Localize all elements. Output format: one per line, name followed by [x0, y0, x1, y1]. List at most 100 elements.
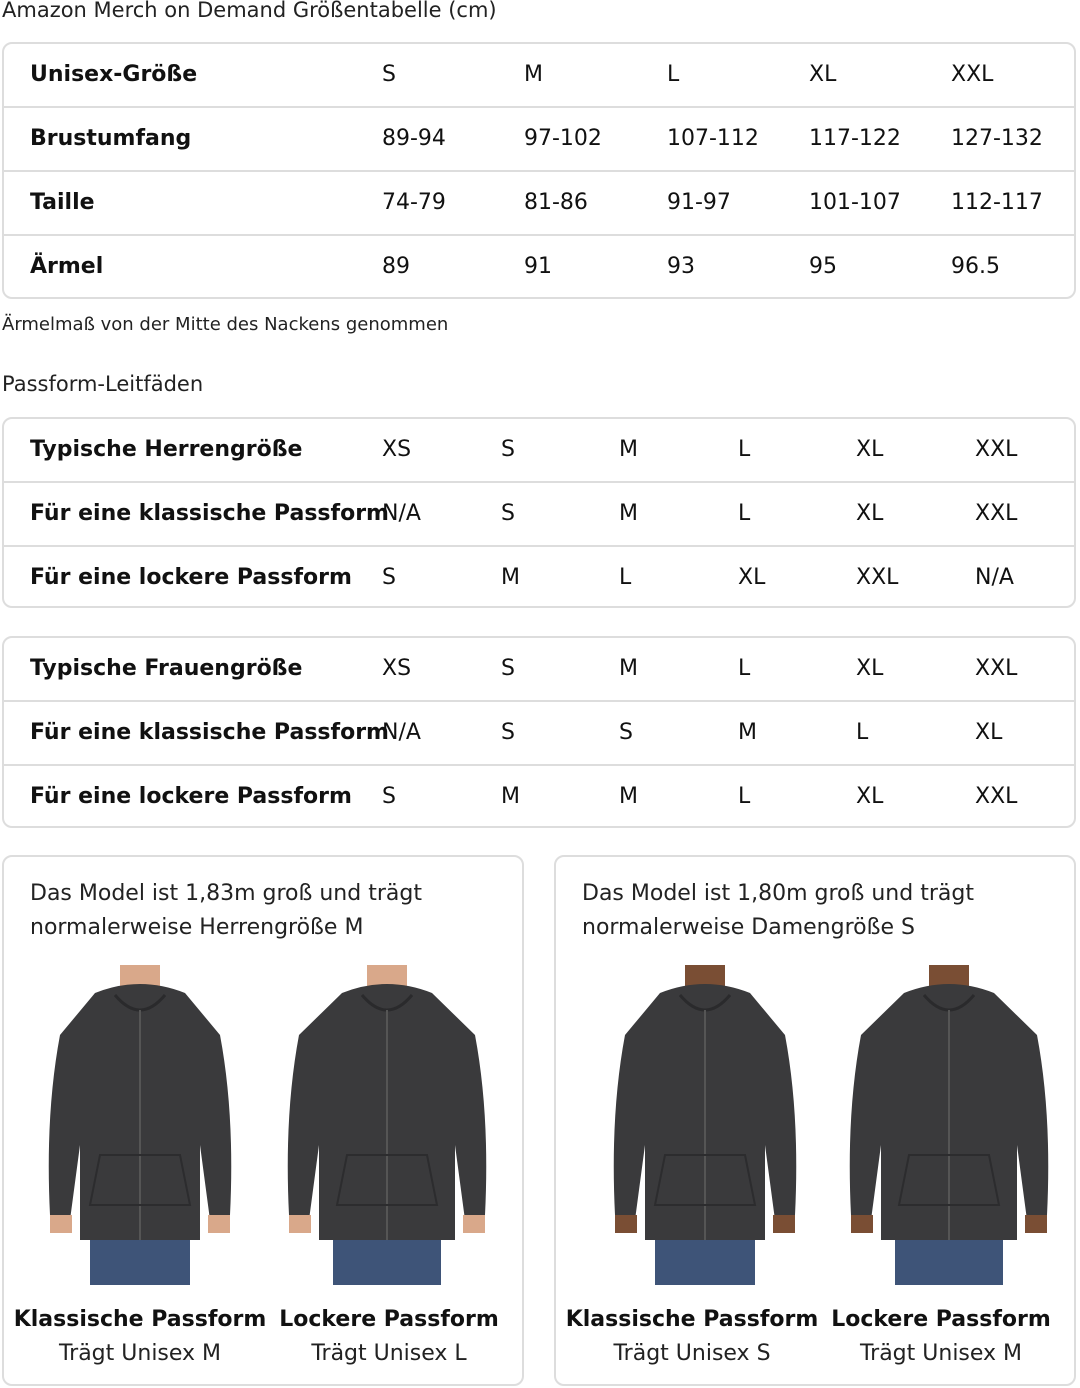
- table-cell: 91: [524, 254, 552, 279]
- table-row: Unisex-Größe S M L XL XXL: [4, 44, 1074, 108]
- table-cell: S: [382, 784, 396, 809]
- table-cell: S: [501, 720, 515, 745]
- table-cell: N/A: [382, 720, 421, 745]
- table-cell: 74-79: [382, 190, 446, 215]
- sleeve-note: Ärmelmaß von der Mitte des Nackens genom…: [2, 314, 449, 335]
- fit-label: Klassische Passform: [565, 1307, 819, 1332]
- figure-caption: Klassische Passform Trägt Unisex M: [10, 1303, 270, 1371]
- table-cell: 107-112: [667, 126, 759, 151]
- model-photo: [287, 965, 487, 1285]
- table-cell: 93: [667, 254, 695, 279]
- table-cell: M: [619, 656, 638, 681]
- table-cell: L: [738, 656, 751, 681]
- table-cell: M: [501, 565, 520, 590]
- table-cell: XXL: [975, 501, 1018, 526]
- table-cell: S: [619, 720, 633, 745]
- table-row: Typische Frauengröße XS S M L XL XXL: [4, 638, 1074, 702]
- table-cell: S: [501, 501, 515, 526]
- model-photo: [849, 965, 1049, 1285]
- table-cell: 97-102: [524, 126, 602, 151]
- wears-size-label: Trägt Unisex M: [859, 1341, 1023, 1366]
- model-photo: [613, 965, 797, 1285]
- table-cell: L: [619, 565, 632, 590]
- table-cell: L: [738, 784, 751, 809]
- row-label: Für eine lockere Passform: [30, 565, 352, 590]
- table-cell: M: [501, 784, 520, 809]
- jeans: [90, 1235, 190, 1285]
- table-cell: M: [619, 784, 638, 809]
- wears-size-label: Trägt Unisex L: [311, 1341, 467, 1366]
- table-cell: 89-94: [382, 126, 446, 151]
- fit-label: Lockere Passform: [279, 1307, 499, 1332]
- table-cell: L: [738, 437, 751, 462]
- figure-caption: Lockere Passform Trägt Unisex L: [259, 1303, 519, 1371]
- table-row: Für eine klassische Passform N/A S M L XL XXL: [4, 483, 1074, 547]
- model-figure: [282, 965, 492, 1285]
- table-cell: XL: [975, 720, 1003, 745]
- table-cell: XXL: [975, 656, 1018, 681]
- jeans: [895, 1235, 1003, 1285]
- row-label: Unisex-Größe: [30, 62, 198, 87]
- row-label: Typische Frauengröße: [30, 656, 303, 681]
- women-fit-table: Typische Frauengröße XS S M L XL XXL Für eine k…: [2, 636, 1076, 828]
- table-cell: 81-86: [524, 190, 588, 215]
- fit-label: Lockere Passform: [831, 1307, 1051, 1332]
- model-card-men: Das Model ist 1,83m groß und trägt norma…: [2, 855, 524, 1386]
- table-cell: 101-107: [809, 190, 901, 215]
- row-label: Für eine lockere Passform: [30, 784, 352, 809]
- unisex-size-table: Unisex-Größe S M L XL XXL Brustumfang 89-94 97-1…: [2, 42, 1076, 299]
- model-description: Das Model ist 1,80m groß und trägt norma…: [582, 881, 974, 940]
- table-cell: XS: [382, 656, 412, 681]
- table-row: Typische Herrengröße XS S M L XL XXL: [4, 419, 1074, 483]
- table-cell: L: [856, 720, 869, 745]
- table-cell: M: [619, 437, 638, 462]
- table-cell: N/A: [382, 501, 421, 526]
- jeans: [655, 1235, 755, 1285]
- table-cell: S: [382, 62, 396, 87]
- table-cell: XL: [856, 784, 884, 809]
- model-figure: [35, 965, 245, 1285]
- table-row: Für eine klassische Passform N/A S S M L XL: [4, 702, 1074, 766]
- row-label: Typische Herrengröße: [30, 437, 303, 462]
- table-cell: N/A: [975, 565, 1014, 590]
- table-row: Für eine lockere Passform S M L XL XXL N/A: [4, 547, 1074, 608]
- table-row: Brustumfang 89-94 97-102 107-112 117-122 127-…: [4, 108, 1074, 172]
- row-label: Taille: [30, 190, 95, 215]
- table-row: Taille 74-79 81-86 91-97 101-107 112-117: [4, 172, 1074, 236]
- table-cell: XXL: [951, 62, 994, 87]
- model-figure: [600, 965, 810, 1285]
- table-cell: M: [619, 501, 638, 526]
- model-description: Das Model ist 1,83m groß und trägt norma…: [30, 881, 422, 940]
- men-fit-table: Typische Herrengröße XS S M L XL XXL Für eine k…: [2, 417, 1076, 608]
- figure-caption: Klassische Passform Trägt Unisex S: [562, 1303, 822, 1371]
- wears-size-label: Trägt Unisex S: [613, 1341, 771, 1366]
- table-cell: 96.5: [951, 254, 1000, 279]
- table-row: Ärmel 89 91 93 95 96.5: [4, 236, 1074, 297]
- table-cell: L: [667, 62, 680, 87]
- table-row: Für eine lockere Passform S M M L XL XXL: [4, 766, 1074, 827]
- table-cell: XL: [738, 565, 766, 590]
- model-photo: [48, 965, 232, 1285]
- table-cell: XL: [809, 62, 837, 87]
- row-label: Für eine klassische Passform: [30, 501, 389, 526]
- wears-size-label: Trägt Unisex M: [58, 1341, 222, 1366]
- row-label: Für eine klassische Passform: [30, 720, 389, 745]
- table-cell: XXL: [856, 565, 899, 590]
- table-cell: 127-132: [951, 126, 1043, 151]
- table-cell: 117-122: [809, 126, 901, 151]
- table-cell: 91-97: [667, 190, 731, 215]
- table-cell: S: [501, 656, 515, 681]
- table-cell: XL: [856, 501, 884, 526]
- table-cell: M: [524, 62, 543, 87]
- table-cell: XL: [856, 437, 884, 462]
- table-cell: L: [738, 501, 751, 526]
- row-label: Brustumfang: [30, 126, 192, 151]
- model-figure: [844, 965, 1054, 1285]
- table-cell: XS: [382, 437, 412, 462]
- jeans: [333, 1235, 441, 1285]
- figure-caption: Lockere Passform Trägt Unisex M: [811, 1303, 1071, 1371]
- table-cell: M: [738, 720, 757, 745]
- table-cell: 89: [382, 254, 410, 279]
- table-cell: S: [382, 565, 396, 590]
- table-cell: 112-117: [951, 190, 1043, 215]
